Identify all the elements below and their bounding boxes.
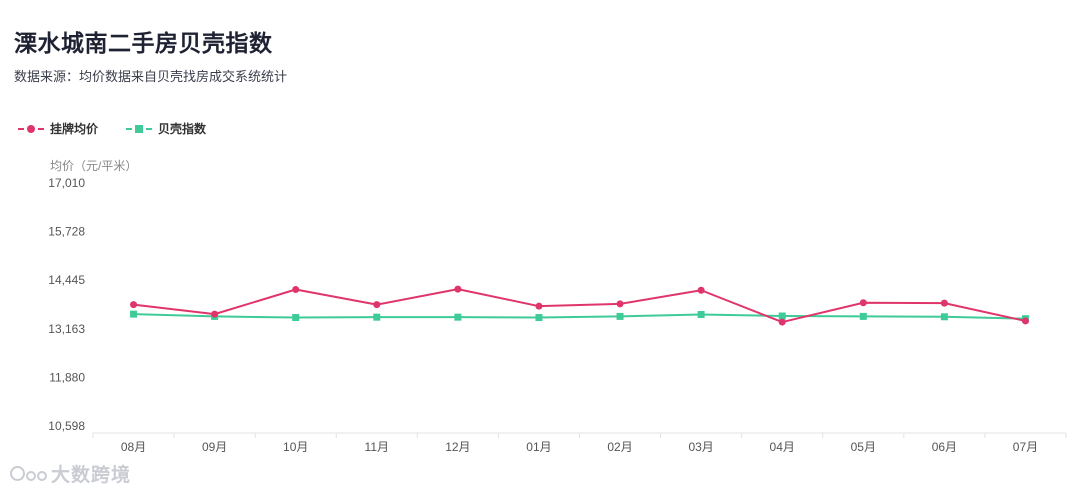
- data-point-beike-index: [130, 310, 138, 318]
- data-point-listing-price: [454, 285, 462, 293]
- data-point-beike-index: [940, 313, 948, 321]
- series-line-listing-price: [133, 288, 1026, 324]
- x-tick-label: 03月: [688, 440, 713, 454]
- data-point-listing-price: [292, 285, 300, 293]
- x-tick-label: 05月: [851, 440, 876, 454]
- legend-item-beike-index[interactable]: 贝壳指数: [126, 120, 206, 137]
- data-point-beike-index: [697, 311, 705, 319]
- data-source-note: 数据来源：均价数据来自贝壳找房成交系统统计: [14, 69, 288, 84]
- x-tick-label: 01月: [526, 440, 551, 454]
- y-tick-label: 13,163: [48, 322, 85, 336]
- y-tick-label: 11,880: [49, 370, 85, 384]
- data-point-beike-index: [535, 314, 543, 322]
- x-tick-label: 06月: [932, 440, 957, 454]
- watermark: 大数跨境: [10, 460, 131, 487]
- x-tick-label: 07月: [1013, 440, 1038, 454]
- x-tick-label: 08月: [121, 440, 146, 454]
- circle-marker-icon: [18, 123, 44, 135]
- x-tick-label: 11月: [365, 440, 389, 454]
- x-tick-label: 04月: [770, 440, 795, 454]
- y-tick-label: 10,598: [48, 419, 85, 433]
- data-point-beike-index: [454, 313, 462, 321]
- data-point-listing-price: [697, 286, 705, 294]
- data-point-listing-price: [535, 302, 543, 310]
- y-tick-label: 15,728: [48, 225, 85, 239]
- legend-label-listing-price: 挂牌均价: [50, 122, 99, 136]
- data-point-beike-index: [373, 313, 381, 321]
- data-point-beike-index: [778, 312, 786, 320]
- y-axis-label: 均价（元/平米）: [50, 159, 138, 173]
- page-title: 溧水城南二手房贝壳指数: [14, 30, 273, 56]
- x-tick-label: 09月: [202, 440, 227, 454]
- data-point-listing-price: [130, 301, 138, 309]
- data-point-listing-price: [1021, 317, 1029, 325]
- data-point-listing-price: [778, 318, 786, 326]
- data-point-listing-price: [616, 300, 624, 308]
- chart-legend: 挂牌均价 贝壳指数: [18, 120, 206, 137]
- data-point-beike-index: [859, 312, 867, 320]
- x-tick-label: 02月: [607, 440, 632, 454]
- data-point-listing-price: [211, 310, 219, 318]
- y-tick-label: 14,445: [48, 273, 85, 287]
- y-tick-label: 17,010: [48, 176, 85, 190]
- x-tick-label: 12月: [445, 440, 470, 454]
- legend-label-beike-index: 贝壳指数: [158, 122, 207, 136]
- watermark-text: 大数跨境: [51, 465, 132, 486]
- x-tick-label: 10月: [283, 440, 308, 454]
- data-point-listing-price: [859, 299, 867, 307]
- data-point-beike-index: [616, 312, 624, 320]
- square-marker-icon: [126, 123, 153, 135]
- data-point-listing-price: [373, 301, 381, 309]
- legend-item-listing-price[interactable]: 挂牌均价: [18, 120, 98, 137]
- series-line-beike-index: [133, 313, 1026, 320]
- data-point-beike-index: [292, 314, 300, 322]
- ring-logo-icon: [10, 466, 47, 481]
- data-point-listing-price: [940, 299, 948, 307]
